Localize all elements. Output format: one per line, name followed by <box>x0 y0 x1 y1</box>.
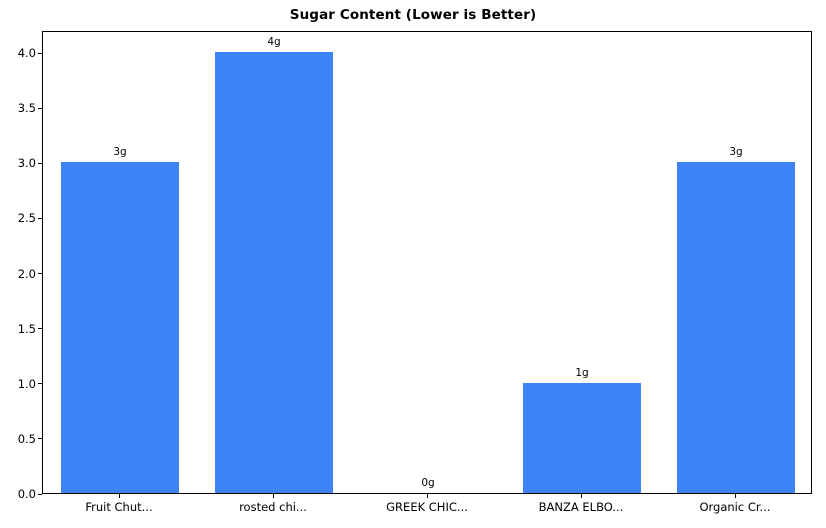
bar-value-label: 0g <box>421 477 435 489</box>
bar-value-label: 3g <box>113 146 127 159</box>
bar <box>523 382 641 493</box>
x-axis-tick-labels: Fruit Chut... rosted chi... GREEK CHIC... B… <box>42 500 812 522</box>
x-axis-tick-label: rosted chi... <box>239 500 307 514</box>
y-axis-tick-mark <box>38 217 42 219</box>
y-axis-tick-label: 2.0 <box>17 266 36 281</box>
x-axis-tick-mark <box>734 494 736 498</box>
x-axis-tick-mark <box>272 494 274 498</box>
y-axis-tick-mark <box>38 52 42 54</box>
bar-value-label: 3g <box>729 146 743 159</box>
bar <box>61 162 179 493</box>
y-axis-tick-label: 3.5 <box>17 101 36 116</box>
y-axis-tick-mark <box>38 107 42 109</box>
y-axis-tick-label: 3.0 <box>17 156 36 171</box>
bar <box>677 162 795 493</box>
y-axis-tick-label: 0.0 <box>17 487 36 501</box>
x-axis-tick-label: Organic Cr... <box>699 500 771 514</box>
y-axis-tick-label: 1.5 <box>17 321 36 336</box>
plot-area: 3g 4g 0g 1g 3g <box>42 31 812 494</box>
x-axis-tick-mark <box>426 494 428 498</box>
y-axis-tick-label: 0.5 <box>17 431 36 446</box>
x-axis-tick-label: Fruit Chut... <box>85 500 153 514</box>
x-axis-tick-label: GREEK CHIC... <box>386 500 468 514</box>
y-axis-tick-mark <box>38 383 42 385</box>
x-axis-tick-marks <box>42 494 812 500</box>
x-axis-tick-label: BANZA ELBO... <box>538 500 624 514</box>
chart-title: Sugar Content (Lower is Better) <box>289 7 537 23</box>
y-axis-tick-mark <box>38 162 42 164</box>
bar-value-label: 4g <box>267 36 281 49</box>
x-axis-tick-mark <box>580 494 582 498</box>
y-axis-tick-label: 2.5 <box>17 211 36 226</box>
y-axis-tick-mark <box>38 438 42 440</box>
bar-value-label: 1g <box>575 366 589 379</box>
y-axis-tick-labels: 0.0 0.5 1.0 1.5 2.0 2.5 3.0 3.5 4.0 <box>0 31 36 501</box>
x-axis-tick-mark <box>118 494 120 498</box>
bars-layer: 3g 4g 0g 1g 3g <box>43 32 811 493</box>
bar <box>215 52 333 493</box>
y-axis-tick-marks <box>38 31 43 495</box>
y-axis-tick-mark <box>38 273 42 275</box>
y-axis-tick-mark <box>38 328 42 330</box>
y-axis-tick-label: 1.0 <box>17 376 36 391</box>
y-axis-tick-label: 4.0 <box>17 46 36 61</box>
y-axis-tick-mark <box>38 493 42 495</box>
